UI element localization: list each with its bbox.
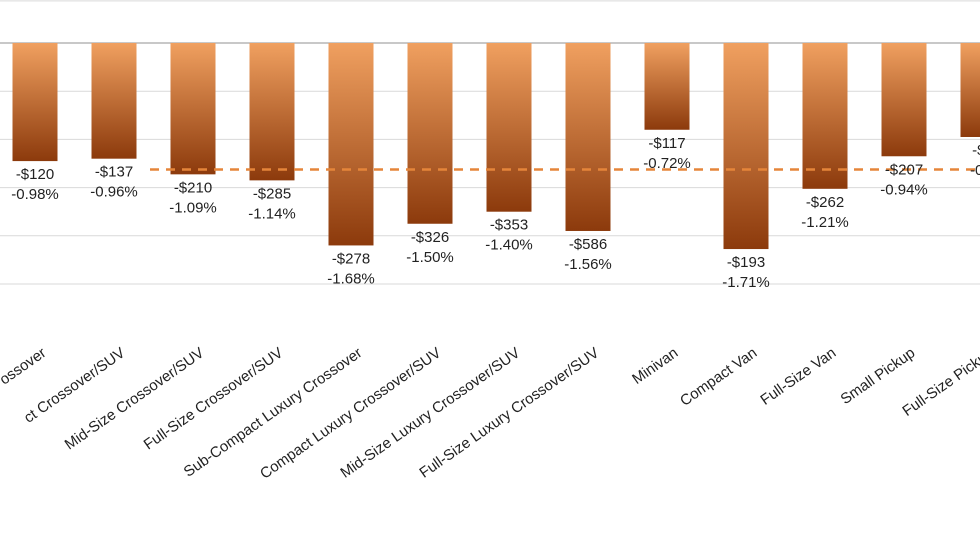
data-label-dollar: -$353 bbox=[490, 217, 528, 234]
data-label-dollar: -$278 bbox=[332, 250, 370, 267]
data-label-percent: -1.71% bbox=[722, 274, 770, 291]
bars bbox=[12, 43, 980, 250]
category-label: Minivan bbox=[629, 344, 681, 388]
bar bbox=[644, 43, 690, 130]
category-label: Small Pickup bbox=[838, 344, 919, 408]
bar bbox=[565, 43, 611, 231]
data-label-percent: -1.56% bbox=[564, 256, 612, 273]
data-label-dollar: -$120 bbox=[16, 166, 54, 183]
bar bbox=[249, 43, 295, 181]
bar bbox=[486, 43, 532, 212]
data-label-percent: -0.7 bbox=[970, 162, 980, 179]
category-label: Compact Van bbox=[677, 344, 760, 409]
bar bbox=[960, 43, 980, 137]
bar bbox=[723, 43, 769, 250]
data-label-dollar: -$262 bbox=[806, 194, 844, 211]
data-label-dollar: -$1 bbox=[972, 142, 980, 159]
data-label-dollar: -$193 bbox=[727, 254, 765, 271]
data-label-percent: -0.96% bbox=[90, 184, 138, 201]
data-label-percent: -1.40% bbox=[485, 237, 533, 254]
data-label-dollar: -$586 bbox=[569, 236, 607, 253]
data-label-dollar: -$326 bbox=[411, 229, 449, 246]
bar bbox=[802, 43, 848, 189]
data-label-percent: -0.72% bbox=[643, 155, 691, 172]
data-label-percent: -1.09% bbox=[169, 199, 217, 216]
data-label-percent: -1.21% bbox=[801, 214, 849, 231]
data-label-dollar: -$210 bbox=[174, 179, 212, 196]
category-label: ossover bbox=[0, 344, 49, 388]
data-label-dollar: -$137 bbox=[95, 164, 133, 181]
bar bbox=[328, 43, 374, 246]
category-label: Full-Size Van bbox=[757, 344, 839, 408]
bar bbox=[12, 43, 58, 162]
data-label-dollar: -$285 bbox=[253, 185, 291, 202]
bar bbox=[407, 43, 453, 224]
data-label-dollar: -$117 bbox=[648, 135, 685, 152]
bar bbox=[881, 43, 927, 157]
bar bbox=[170, 43, 216, 175]
bar bbox=[91, 43, 137, 159]
data-label-percent: -0.94% bbox=[880, 181, 928, 198]
category-label: Full-Size Crossover/SUV bbox=[141, 344, 287, 453]
data-label-percent: -1.68% bbox=[327, 270, 375, 287]
data-label-percent: -1.14% bbox=[248, 205, 296, 222]
data-label-percent: -0.98% bbox=[11, 186, 59, 203]
data-labels: -$120 -0.98% -$137 -0.96% -$210 -1.09% -$285 -1… bbox=[11, 135, 980, 291]
data-label-dollar: -$207 bbox=[885, 161, 923, 178]
category-label: Mid-Size Crossover/SUV bbox=[62, 344, 208, 453]
data-label-percent: -1.50% bbox=[406, 249, 454, 266]
